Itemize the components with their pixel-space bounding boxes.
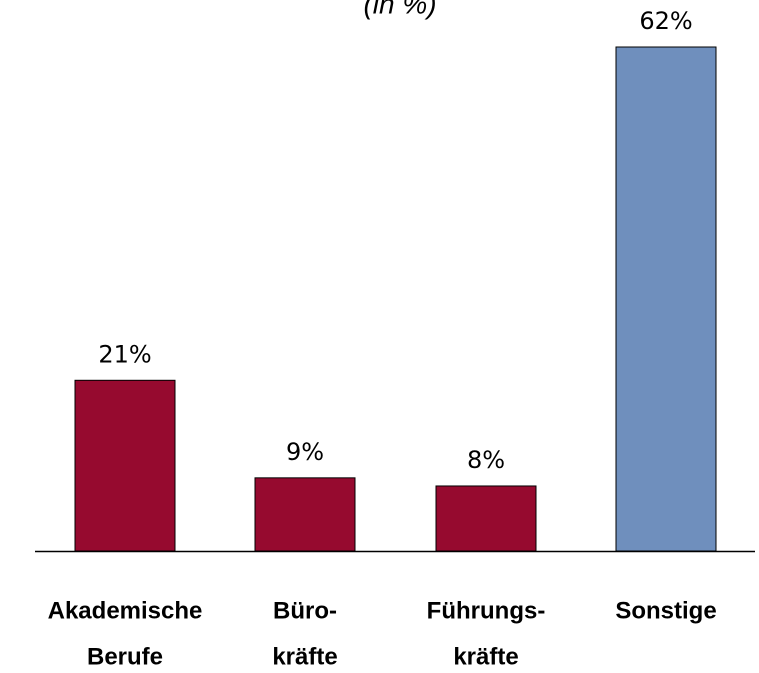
x-tick-label: kräfte: [272, 643, 337, 670]
bar: [254, 477, 356, 552]
value-label: 62%: [639, 7, 692, 35]
x-tick-label: Akademische: [48, 597, 203, 624]
value-label: 8%: [467, 446, 505, 474]
x-tick-label: Büro-: [273, 597, 337, 624]
value-label: 9%: [286, 438, 324, 466]
chart-subtitle: (in %): [363, 0, 436, 19]
x-tick-label: Führungs-: [427, 597, 546, 624]
value-label: 21%: [98, 340, 151, 368]
bar: [74, 379, 176, 552]
x-tick-label: Berufe: [87, 643, 163, 670]
bar: [435, 485, 537, 552]
x-tick-label: kräfte: [453, 643, 518, 670]
bar: [615, 46, 717, 552]
x-tick-label: Sonstige: [615, 597, 716, 624]
